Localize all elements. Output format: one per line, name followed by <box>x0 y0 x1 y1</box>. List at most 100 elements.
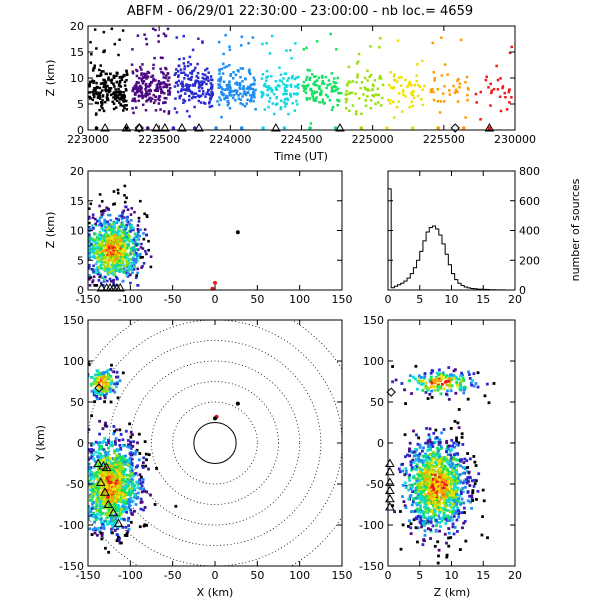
time-height-point <box>196 71 200 75</box>
x-z-point <box>125 259 128 263</box>
x-z-point <box>111 246 114 249</box>
time-height-point <box>249 83 253 87</box>
z-y-point <box>434 488 437 492</box>
time-height-point <box>139 94 143 98</box>
x-z-point <box>112 270 115 274</box>
z-y-point <box>433 494 437 498</box>
x-z-point <box>132 260 136 263</box>
z-y-point <box>455 380 459 384</box>
z-axis-label: Z (km) <box>434 586 471 599</box>
range-ring <box>88 320 342 566</box>
time-height-point <box>104 72 108 76</box>
time-height-point <box>157 79 161 83</box>
time-height-point <box>355 110 358 113</box>
x-z-point <box>102 263 105 266</box>
z-y-point <box>476 371 480 375</box>
x-z-point <box>88 266 91 269</box>
x-y-point <box>118 455 122 459</box>
x-y-point <box>104 482 108 486</box>
z-y-point <box>430 442 434 446</box>
time-height-point <box>436 99 440 103</box>
time-height-point <box>217 103 221 106</box>
x-z-point <box>144 249 147 253</box>
x-z-point <box>105 268 108 271</box>
x-y-point <box>131 499 135 503</box>
time-height-point <box>275 102 279 105</box>
z-y-point <box>426 521 430 525</box>
time-height-point <box>93 93 96 96</box>
z-y-point <box>412 429 415 433</box>
time-height-point <box>290 56 293 60</box>
x-y-point <box>145 490 148 494</box>
x-y-point <box>109 500 112 504</box>
x-y-xtick: -100 <box>118 569 143 582</box>
time-height-point <box>118 75 122 79</box>
time-height-point <box>106 93 109 97</box>
time-height-point <box>140 78 144 82</box>
z-y-point <box>443 478 446 482</box>
time-height-point <box>377 93 381 97</box>
z-y-point <box>419 516 423 520</box>
z-y-point <box>430 381 434 385</box>
time-height-point <box>166 79 170 82</box>
x-y-point <box>92 393 96 397</box>
time-height-point <box>508 101 511 104</box>
time-height-point <box>198 94 201 98</box>
x-y-point <box>123 503 127 507</box>
time-height-point <box>229 90 232 93</box>
x-y-point <box>107 507 111 511</box>
x-y-point <box>95 395 99 398</box>
x-y-point <box>101 480 105 483</box>
x-y-point <box>112 457 116 461</box>
time-height-point <box>122 100 125 103</box>
time-height-point <box>267 105 270 109</box>
x-z-point <box>121 259 125 263</box>
x-y-xtick: 50 <box>250 569 264 582</box>
time-height-point <box>183 65 187 68</box>
z-y-point <box>417 493 420 496</box>
z-y-point <box>445 483 449 487</box>
x-y-point <box>99 526 103 530</box>
time-height-point <box>289 85 293 88</box>
z-y-point <box>401 495 404 499</box>
time-height-point <box>110 78 114 82</box>
time-height-point <box>432 98 436 102</box>
z-y-point <box>428 479 432 483</box>
z-y-point <box>438 454 441 458</box>
x-y-point <box>98 508 102 512</box>
time-height-point <box>99 82 103 85</box>
x-y-point <box>99 504 103 508</box>
z-y-point <box>451 468 454 472</box>
time-height-point <box>182 88 186 91</box>
x-z-point <box>88 251 91 255</box>
x-y-point <box>104 451 108 455</box>
z-y-point <box>414 453 418 457</box>
x-z-point <box>103 237 106 241</box>
z-y-point <box>418 483 422 487</box>
time-height-point <box>143 75 147 79</box>
z-y-point <box>419 495 423 499</box>
time-height-point <box>162 73 165 76</box>
x-z-point <box>118 245 121 248</box>
z-y-point <box>435 524 438 527</box>
x-y-point <box>107 488 111 492</box>
z-y-point <box>435 458 439 462</box>
x-y-point <box>85 487 88 490</box>
time-height-point <box>246 85 250 89</box>
x-y-point <box>100 454 103 458</box>
x-y-triangle-marker <box>108 507 119 517</box>
x-z-point <box>123 245 127 249</box>
z-y-point <box>408 495 412 499</box>
time-height-point <box>418 85 422 89</box>
x-y-point <box>116 515 120 519</box>
time-height-point <box>188 84 192 87</box>
time-height-point <box>163 96 166 100</box>
x-y-point <box>133 484 137 487</box>
z-y-point <box>446 478 449 482</box>
x-y-point <box>88 510 90 514</box>
time-height-point <box>250 95 253 98</box>
z-y-point <box>465 478 469 482</box>
time-height-point <box>270 75 273 78</box>
x-y-point <box>107 487 110 490</box>
x-y-point <box>101 454 105 458</box>
